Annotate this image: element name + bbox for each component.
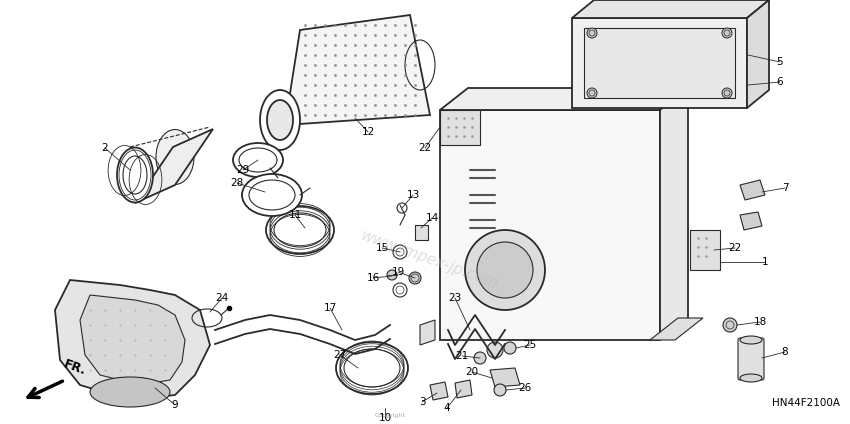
Text: 15: 15 [376, 243, 388, 253]
Polygon shape [660, 88, 688, 340]
Polygon shape [747, 0, 769, 108]
Text: 1: 1 [762, 257, 768, 267]
Text: 9: 9 [172, 400, 178, 410]
Polygon shape [455, 380, 472, 398]
Ellipse shape [336, 342, 408, 394]
Polygon shape [135, 129, 213, 203]
Text: 20: 20 [466, 367, 479, 377]
Text: 28: 28 [230, 178, 244, 188]
Circle shape [722, 88, 732, 98]
Text: 29: 29 [236, 165, 250, 175]
Text: 24: 24 [215, 293, 229, 303]
Circle shape [409, 272, 421, 284]
Text: 17: 17 [323, 303, 337, 313]
Polygon shape [55, 280, 210, 400]
Ellipse shape [267, 100, 293, 140]
Polygon shape [740, 180, 765, 200]
Polygon shape [740, 212, 762, 230]
Text: 4: 4 [444, 403, 450, 413]
Polygon shape [572, 0, 769, 18]
Polygon shape [430, 382, 448, 400]
Circle shape [494, 384, 506, 396]
Polygon shape [650, 318, 703, 340]
Circle shape [504, 342, 516, 354]
Text: 11: 11 [288, 210, 302, 220]
Text: 12: 12 [361, 127, 375, 137]
Ellipse shape [242, 174, 302, 216]
Text: 7: 7 [782, 183, 788, 193]
Polygon shape [420, 320, 435, 345]
Polygon shape [440, 110, 660, 340]
Text: 22: 22 [418, 143, 432, 153]
Ellipse shape [156, 129, 194, 184]
Text: HN44F2100A: HN44F2100A [772, 398, 840, 408]
Circle shape [487, 342, 503, 358]
Ellipse shape [260, 90, 300, 150]
Polygon shape [572, 18, 747, 108]
Circle shape [723, 318, 737, 332]
Text: 25: 25 [524, 340, 536, 350]
Text: 18: 18 [753, 317, 767, 327]
Circle shape [465, 230, 545, 310]
Ellipse shape [233, 143, 283, 177]
Text: 6: 6 [777, 77, 784, 87]
Circle shape [587, 88, 597, 98]
Circle shape [722, 28, 732, 38]
Text: Copyright: Copyright [375, 413, 405, 418]
Circle shape [477, 242, 533, 298]
Text: 16: 16 [366, 273, 380, 283]
Text: 23: 23 [448, 293, 462, 303]
Polygon shape [80, 295, 185, 385]
Circle shape [587, 28, 597, 38]
Circle shape [474, 352, 486, 364]
Text: www.impex-jp.com: www.impex-jp.com [360, 228, 501, 292]
Text: 19: 19 [391, 267, 405, 277]
Circle shape [387, 270, 397, 280]
Polygon shape [415, 225, 428, 240]
Text: 8: 8 [782, 347, 788, 357]
Text: 26: 26 [518, 383, 531, 393]
Polygon shape [584, 28, 735, 98]
Text: 14: 14 [425, 213, 439, 223]
FancyBboxPatch shape [738, 338, 764, 380]
Text: 10: 10 [378, 413, 392, 423]
Text: 13: 13 [406, 190, 420, 200]
Text: FR.: FR. [62, 358, 88, 378]
Polygon shape [690, 230, 720, 270]
Polygon shape [285, 15, 430, 125]
Polygon shape [490, 368, 520, 387]
Polygon shape [440, 110, 480, 145]
Ellipse shape [266, 206, 334, 254]
Text: 5: 5 [777, 57, 784, 67]
Text: 21: 21 [456, 351, 468, 361]
Text: 3: 3 [419, 397, 425, 407]
Text: 27: 27 [333, 350, 347, 360]
Ellipse shape [117, 148, 153, 203]
Text: 22: 22 [728, 243, 741, 253]
Text: 2: 2 [102, 143, 108, 153]
Ellipse shape [90, 377, 170, 407]
Polygon shape [440, 88, 688, 110]
Ellipse shape [740, 336, 762, 344]
Ellipse shape [740, 374, 762, 382]
